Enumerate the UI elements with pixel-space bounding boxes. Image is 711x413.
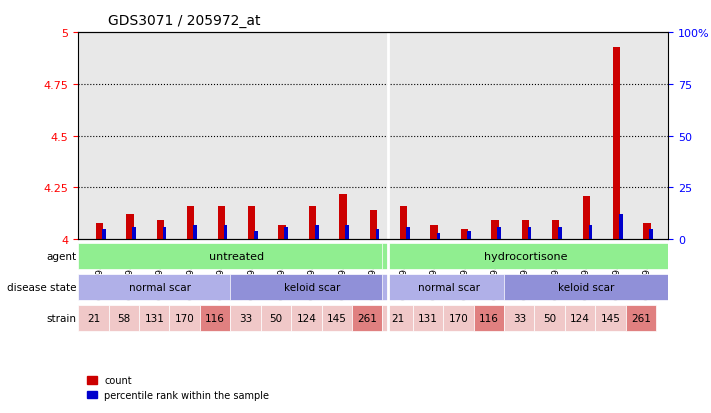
Bar: [102, 229, 106, 240]
FancyBboxPatch shape: [291, 305, 321, 331]
Text: normal scar: normal scar: [418, 282, 481, 292]
Bar: [498, 227, 501, 240]
Text: 33: 33: [239, 313, 252, 323]
Bar: [315, 225, 319, 240]
Text: 261: 261: [357, 313, 377, 323]
Bar: [522, 221, 529, 240]
Text: 170: 170: [175, 313, 195, 323]
Text: GDS3071 / 205972_at: GDS3071 / 205972_at: [108, 14, 260, 28]
FancyBboxPatch shape: [230, 305, 261, 331]
Bar: [127, 215, 134, 240]
Bar: [375, 229, 380, 240]
Bar: [132, 227, 136, 240]
FancyBboxPatch shape: [78, 243, 395, 269]
Text: keloid scar: keloid scar: [558, 282, 614, 292]
FancyBboxPatch shape: [535, 305, 565, 331]
FancyBboxPatch shape: [78, 305, 109, 331]
Bar: [582, 196, 590, 240]
Bar: [224, 225, 228, 240]
Text: untreated: untreated: [209, 251, 264, 261]
Bar: [309, 206, 316, 240]
Text: 21: 21: [87, 313, 100, 323]
Text: 131: 131: [144, 313, 164, 323]
Bar: [643, 223, 651, 240]
Bar: [193, 225, 197, 240]
Text: agent: agent: [46, 251, 77, 261]
Text: 116: 116: [479, 313, 499, 323]
Bar: [589, 225, 592, 240]
Bar: [284, 227, 288, 240]
FancyBboxPatch shape: [321, 305, 352, 331]
Bar: [437, 233, 440, 240]
Bar: [613, 47, 620, 240]
Bar: [649, 229, 653, 240]
FancyBboxPatch shape: [383, 305, 413, 331]
Bar: [96, 223, 103, 240]
Bar: [552, 221, 560, 240]
Bar: [163, 227, 166, 240]
Bar: [339, 194, 346, 240]
Text: 124: 124: [296, 313, 316, 323]
Bar: [491, 221, 498, 240]
Text: 58: 58: [117, 313, 130, 323]
FancyBboxPatch shape: [565, 305, 595, 331]
Text: 50: 50: [543, 313, 556, 323]
FancyBboxPatch shape: [78, 274, 242, 300]
Text: 21: 21: [391, 313, 405, 323]
Bar: [156, 221, 164, 240]
FancyBboxPatch shape: [383, 274, 516, 300]
Bar: [279, 225, 286, 240]
Text: disease state: disease state: [7, 282, 77, 292]
FancyBboxPatch shape: [352, 305, 383, 331]
Text: 116: 116: [205, 313, 225, 323]
FancyBboxPatch shape: [383, 243, 668, 269]
Bar: [218, 206, 225, 240]
Bar: [461, 229, 468, 240]
Bar: [528, 227, 531, 240]
Text: 145: 145: [327, 313, 347, 323]
FancyBboxPatch shape: [109, 305, 139, 331]
Text: 261: 261: [631, 313, 651, 323]
Bar: [187, 206, 194, 240]
Text: normal scar: normal scar: [129, 282, 191, 292]
Bar: [558, 227, 562, 240]
Bar: [346, 225, 349, 240]
FancyBboxPatch shape: [139, 305, 169, 331]
Text: hydrocortisone: hydrocortisone: [483, 251, 567, 261]
Text: 50: 50: [269, 313, 282, 323]
Text: 170: 170: [449, 313, 469, 323]
Text: keloid scar: keloid scar: [284, 282, 341, 292]
Legend: count, percentile rank within the sample: count, percentile rank within the sample: [83, 371, 273, 404]
FancyBboxPatch shape: [504, 274, 668, 300]
Bar: [370, 211, 377, 240]
Bar: [400, 206, 407, 240]
FancyBboxPatch shape: [169, 305, 200, 331]
FancyBboxPatch shape: [230, 274, 395, 300]
Bar: [254, 231, 257, 240]
FancyBboxPatch shape: [595, 305, 626, 331]
Text: 145: 145: [601, 313, 621, 323]
Text: 131: 131: [418, 313, 438, 323]
Text: 33: 33: [513, 313, 526, 323]
Bar: [467, 231, 471, 240]
FancyBboxPatch shape: [200, 305, 230, 331]
Bar: [619, 215, 623, 240]
FancyBboxPatch shape: [261, 305, 291, 331]
Bar: [406, 227, 410, 240]
Text: strain: strain: [47, 313, 77, 323]
Bar: [430, 225, 438, 240]
FancyBboxPatch shape: [474, 305, 504, 331]
FancyBboxPatch shape: [504, 305, 535, 331]
FancyBboxPatch shape: [626, 305, 656, 331]
Text: 124: 124: [570, 313, 590, 323]
FancyBboxPatch shape: [443, 305, 474, 331]
FancyBboxPatch shape: [413, 305, 443, 331]
Bar: [248, 206, 255, 240]
